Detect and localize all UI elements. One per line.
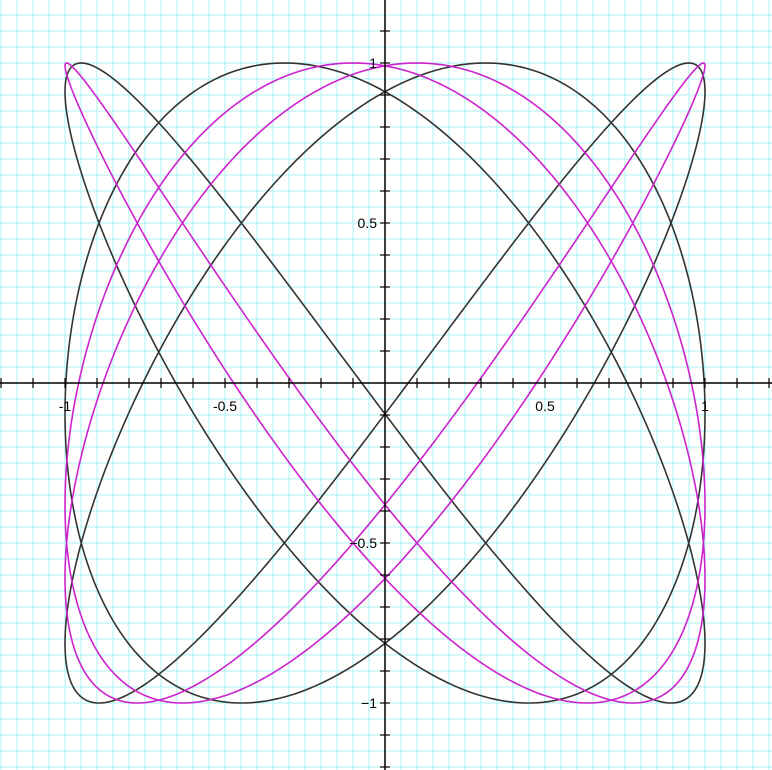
y-tick-label: 0.5 <box>358 215 378 231</box>
x-tick-label: -1 <box>59 398 72 414</box>
y-tick-label: 1 <box>369 55 377 71</box>
tick-labels: -1 -0.5 0.5 1 1 0.5 −0.5 −1 <box>59 55 709 711</box>
y-tick-label: −1 <box>361 695 377 711</box>
x-tick-label: -0.5 <box>213 398 237 414</box>
series-curve-2 <box>64 62 706 704</box>
x-tick-label: 0.5 <box>535 398 555 414</box>
x-tick-label: 1 <box>701 398 709 414</box>
series-curve-1 <box>64 62 706 704</box>
y-tick-label: −0.5 <box>349 535 377 551</box>
curves <box>64 62 706 704</box>
